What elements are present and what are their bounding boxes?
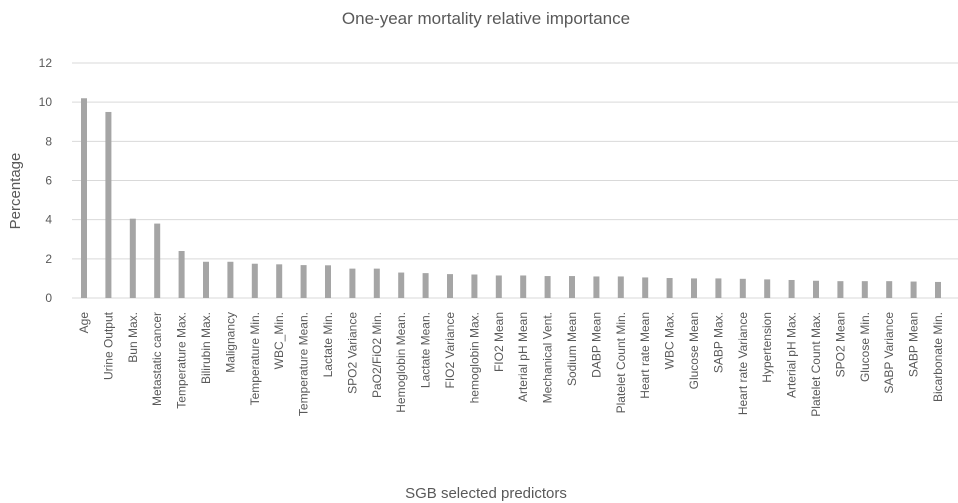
bar (569, 276, 575, 298)
x-tick-label: SPO2 Mean (833, 312, 847, 377)
gridlines (72, 62, 958, 299)
bar (666, 278, 673, 298)
x-tick-label: Bilirubin Max. (199, 312, 213, 384)
x-tick-label: Urine Output (101, 311, 115, 380)
x-tick-label: Glucose Mean (687, 312, 701, 389)
y-tick-label: 12 (39, 56, 53, 70)
bar (739, 278, 746, 298)
bar (471, 274, 478, 298)
x-tick-label: FIO2 Variance (443, 312, 457, 389)
bar (203, 261, 209, 298)
chart-title: One-year mortality relative importance (342, 9, 630, 28)
y-tick-label: 10 (39, 95, 53, 109)
y-tick-label: 4 (45, 213, 52, 227)
bar (715, 278, 722, 298)
x-tick-label: MABP Mean (955, 312, 958, 379)
x-tick-label: Temperature Mean. (297, 312, 311, 416)
x-tick-label: Heart rate Variance (736, 312, 750, 415)
bar (593, 276, 600, 298)
bar (422, 273, 429, 298)
bar (764, 279, 771, 298)
y-axis-ticks: 0 2 4 6 8 10 12 (39, 56, 53, 305)
bar (861, 281, 868, 298)
x-tick-label: Bicarbonate Min. (931, 312, 945, 402)
bar (227, 261, 234, 298)
bar (178, 251, 185, 298)
x-tick-label: SPO2 Variance (345, 312, 359, 394)
x-tick-label: Heart rate Mean (638, 312, 652, 399)
x-tick-label: WBC_Min. (272, 312, 286, 369)
bar (837, 281, 844, 298)
x-tick-label: hemoglobin Max. (467, 312, 481, 403)
x-axis-label: SGB selected predictors (405, 485, 567, 502)
bar (105, 111, 112, 298)
bar (300, 265, 307, 298)
bar (129, 218, 136, 298)
x-tick-label: Arterial pH Mean (516, 312, 530, 402)
x-tick-label: Platelet Count Min. (614, 312, 628, 413)
y-tick-label: 8 (45, 134, 52, 148)
x-tick-label: Glucose Min. (858, 312, 872, 382)
x-tick-label: Temperature Max. (175, 312, 189, 409)
bar (154, 223, 161, 298)
x-tick-label: Lactate Min. (321, 312, 335, 377)
x-tick-label: Malignancy (223, 312, 237, 373)
x-tick-label: SABP Mean (907, 312, 921, 377)
bar (691, 278, 697, 298)
bar (81, 98, 87, 298)
x-tick-label: Hypertension (760, 312, 774, 383)
bars (81, 98, 941, 298)
x-tick-label: Age (77, 312, 91, 334)
bar (349, 268, 356, 298)
bar (544, 276, 551, 298)
y-tick-label: 6 (45, 174, 52, 188)
bar (276, 264, 283, 298)
x-tick-label: DABP Mean (589, 312, 603, 378)
x-tick-label: SABP Max. (711, 312, 725, 373)
bar (642, 277, 649, 298)
bar (617, 276, 624, 298)
bar (447, 274, 453, 298)
bar (788, 279, 795, 298)
x-tick-label: PaO2/FiO2 Min. (370, 312, 384, 398)
bar (373, 268, 380, 298)
y-tick-label: 0 (45, 291, 52, 305)
x-tick-label: Arterial pH Max. (785, 312, 799, 398)
bar (886, 281, 893, 298)
x-tick-label: Hemoglobin Mean. (394, 312, 408, 413)
bar (398, 272, 405, 298)
bar (325, 265, 331, 298)
x-tick-label: WBC Max. (663, 312, 677, 369)
x-tick-label: Temperature Min. (248, 312, 262, 405)
x-tick-label: Mechanical Vent. (541, 312, 555, 403)
y-axis-label: Percentage (7, 153, 24, 230)
x-tick-label: Sodium Mean (565, 312, 579, 386)
y-tick-label: 2 (45, 252, 52, 266)
x-axis-ticks: Age Urine Output Bun Max. Metastatic cancer… (77, 311, 958, 416)
bar (520, 275, 527, 298)
x-tick-label: Bun Max. (126, 312, 140, 363)
bar (251, 263, 258, 298)
x-tick-label: SABP Variance (882, 312, 896, 394)
x-tick-label: Platelet Count Max. (809, 312, 823, 417)
bar (910, 281, 917, 298)
bar (495, 275, 502, 298)
bar (935, 281, 941, 298)
x-tick-label: FIO2 Mean (492, 312, 506, 372)
x-tick-label: Metastatic cancer (150, 312, 164, 406)
x-tick-label: Lactate Mean. (419, 312, 433, 388)
bar (813, 280, 819, 298)
